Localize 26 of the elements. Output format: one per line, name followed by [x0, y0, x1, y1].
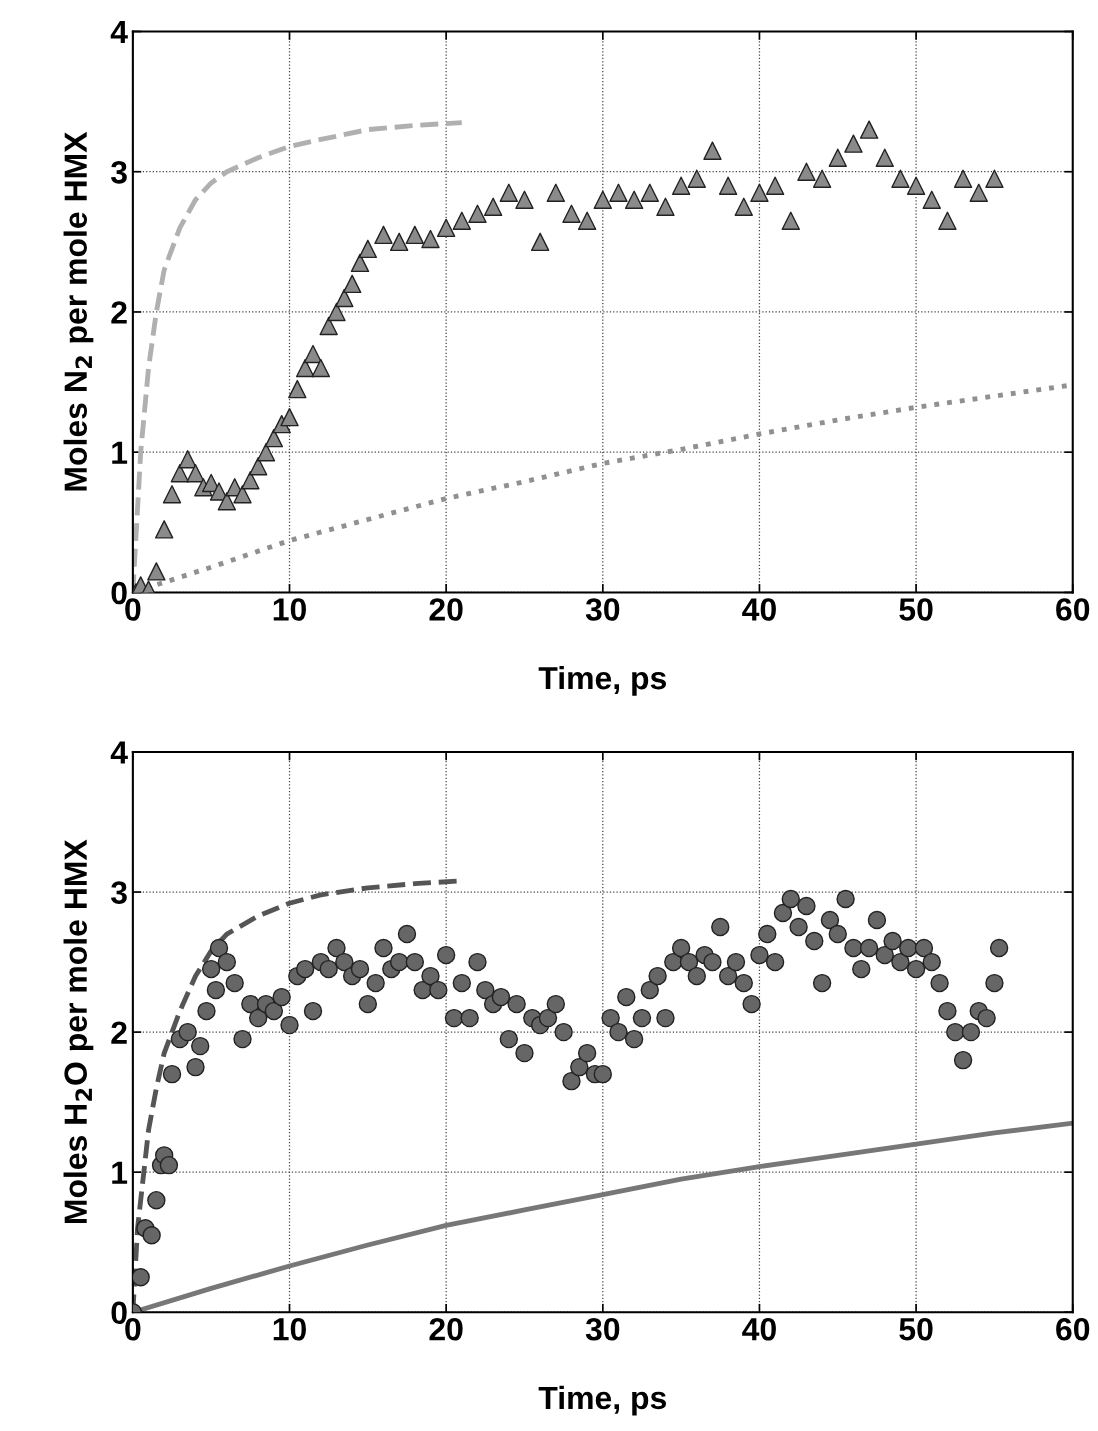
x-tick-label: 30	[585, 1317, 620, 1341]
x-tick-label: 50	[899, 598, 933, 621]
y-tick-label: 4	[110, 741, 128, 764]
y-axis-title: Moles N$_{2}$ per mole HMX	[63, 131, 94, 491]
x-axis-title: Time, ps	[538, 665, 667, 696]
x-tick-label: 20	[429, 598, 463, 621]
y-tick-label: 0	[111, 1301, 127, 1325]
x-tick-label: 60	[1056, 1317, 1090, 1341]
x-tick-label: 20	[429, 1317, 463, 1341]
x-tick-label: 50	[899, 1317, 933, 1341]
x-tick-label: 40	[742, 1317, 776, 1341]
y-tick-label: 2	[111, 301, 127, 324]
y-tick-label: 1	[112, 441, 128, 464]
y-tick-label: 2	[111, 1021, 127, 1044]
x-axis-title: Time, ps	[538, 1385, 667, 1416]
y-tick-label: 3	[110, 160, 127, 184]
y-tick-label: 3	[110, 881, 127, 904]
y-tick-label: 0	[111, 581, 127, 605]
x-tick-label: 10	[273, 1317, 306, 1341]
y-axis-title: Moles H$_{2}$O per mole HMX	[63, 839, 94, 1224]
x-tick-label: 40	[742, 598, 776, 621]
y-tick-label: 4	[110, 21, 128, 44]
x-tick-label: 60	[1056, 598, 1090, 621]
y-tick-label: 1	[112, 1161, 128, 1184]
x-tick-label: 30	[585, 598, 620, 621]
x-tick-label: 10	[273, 598, 306, 621]
